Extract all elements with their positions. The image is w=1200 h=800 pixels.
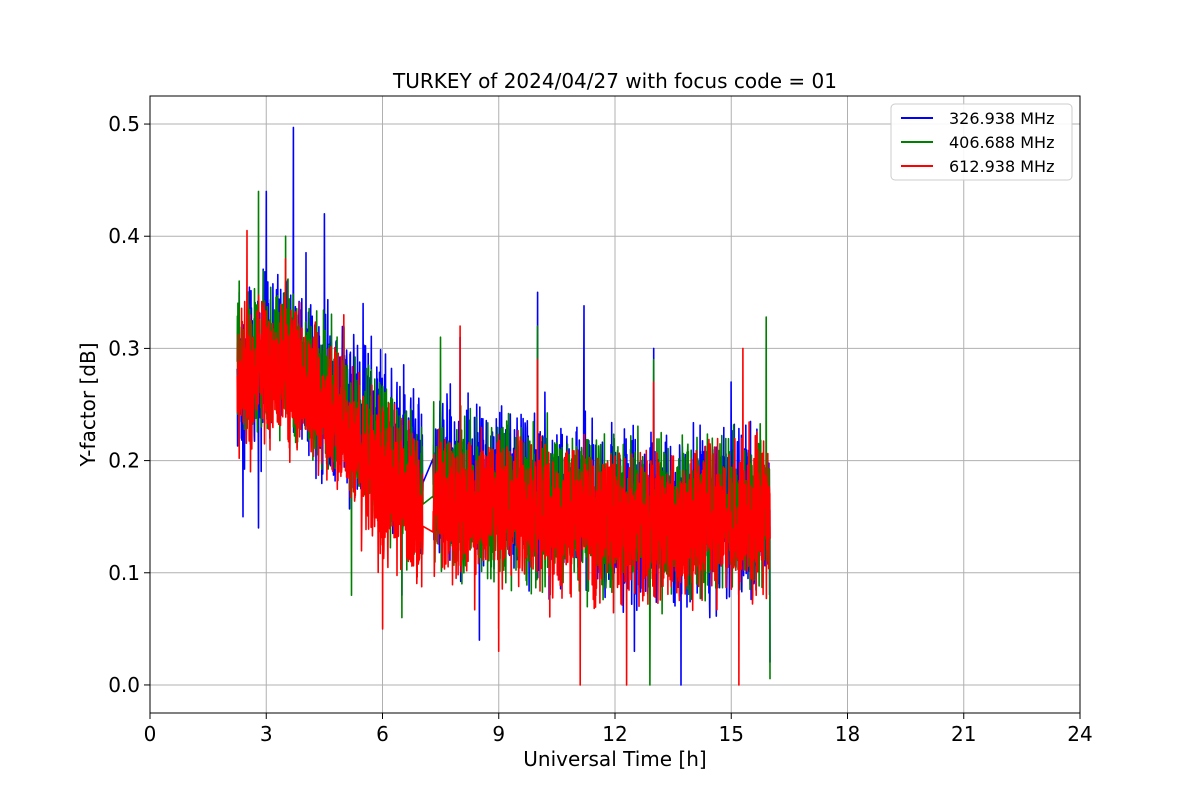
y-tick-label: 0.0 bbox=[108, 673, 140, 697]
x-tick-label: 0 bbox=[144, 722, 157, 746]
chart-title: TURKEY of 2024/04/27 with focus code = 0… bbox=[392, 69, 837, 93]
y-tick-label: 0.1 bbox=[108, 561, 140, 585]
x-tick-label: 9 bbox=[492, 722, 505, 746]
y-tick-label: 0.4 bbox=[108, 224, 140, 248]
legend: 326.938 MHz 406.688 MHz 612.938 MHz bbox=[890, 103, 1073, 181]
series-layer bbox=[236, 126, 771, 686]
x-tick-label: 21 bbox=[951, 722, 976, 746]
y-tick-label: 0.3 bbox=[108, 336, 140, 360]
x-tick-label: 12 bbox=[602, 722, 627, 746]
y-axis-label: Y-factor [dB] bbox=[76, 342, 100, 467]
x-tick-label: 24 bbox=[1067, 722, 1092, 746]
legend-label: 326.938 MHz bbox=[949, 109, 1054, 128]
legend-box bbox=[890, 103, 1073, 181]
x-tick-label: 6 bbox=[376, 722, 389, 746]
x-tick-label: 15 bbox=[719, 722, 744, 746]
x-tick-label: 18 bbox=[835, 722, 860, 746]
legend-label: 406.688 MHz bbox=[949, 133, 1054, 152]
y-tick-label: 0.2 bbox=[108, 449, 140, 473]
x-axis-label: Universal Time [h] bbox=[523, 747, 706, 771]
ticks: 0 3 6 9 12 15 18 21 24 0.0 0.1 0.2 0.3 0.4 0.5 bbox=[108, 112, 1093, 746]
legend-label: 612.938 MHz bbox=[949, 157, 1054, 176]
x-tick-label: 3 bbox=[260, 722, 273, 746]
series-line-3 bbox=[236, 229, 771, 686]
y-tick-label: 0.5 bbox=[108, 112, 140, 136]
